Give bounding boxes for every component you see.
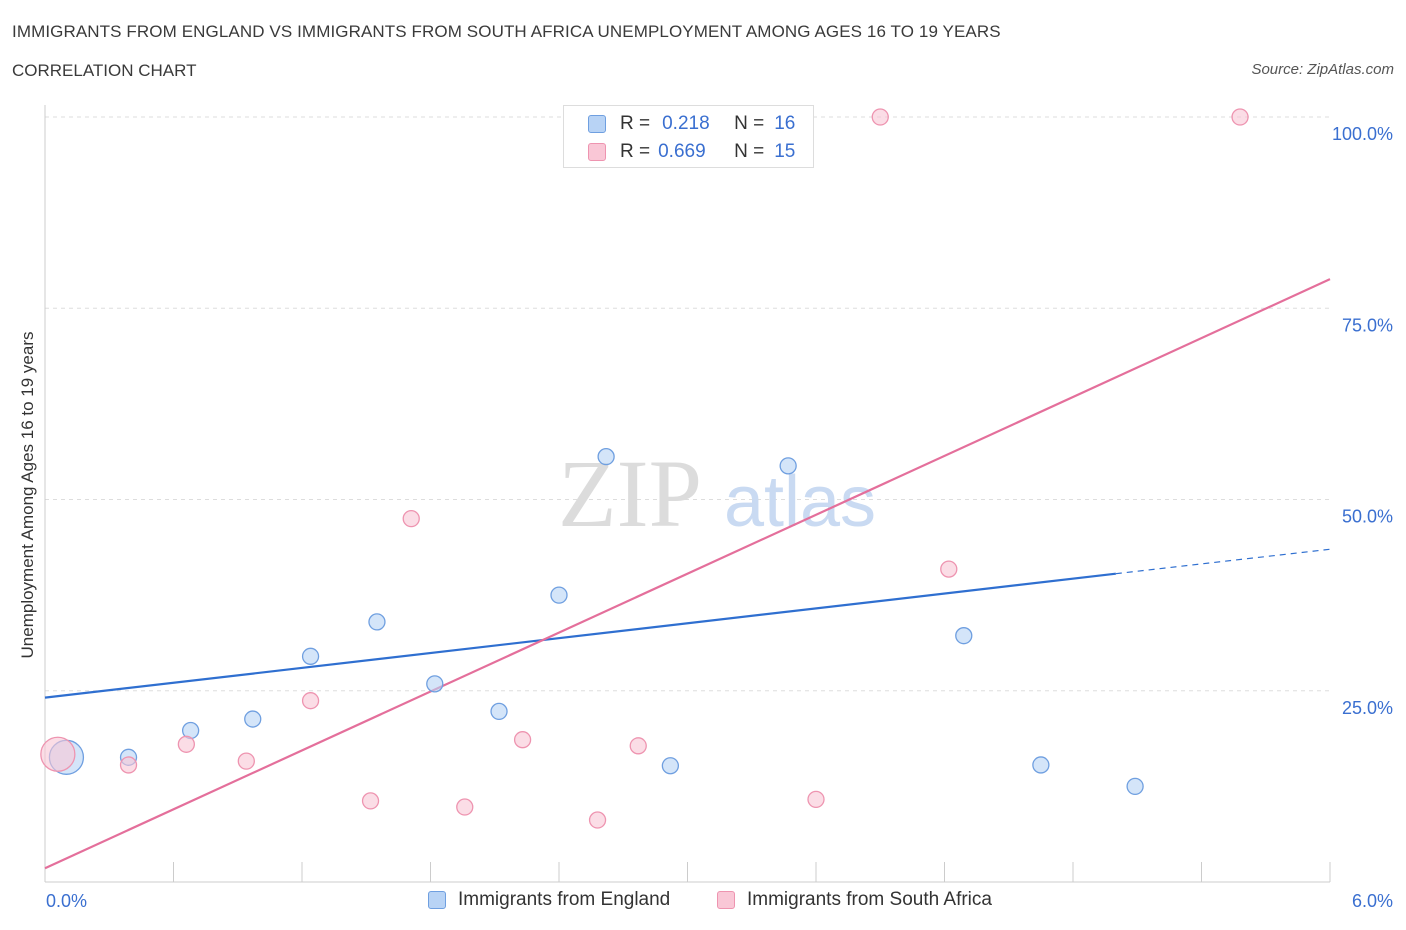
legend-n-value-south-africa: 15	[774, 141, 796, 162]
bottom-legend-south-africa[interactable]: Immigrants from South Africa	[717, 889, 992, 911]
data-point-south-africa	[1231, 108, 1249, 126]
data-point-england	[955, 627, 973, 645]
y-tick-label: 50.0%	[1342, 507, 1393, 527]
legend-r-label: R =	[620, 113, 651, 134]
legend-n-label: N =	[734, 113, 765, 134]
data-point-england	[550, 586, 568, 604]
data-point-england	[490, 702, 508, 721]
legend-r-label: R =	[620, 141, 651, 162]
trend-line-south-africa	[44, 278, 1331, 870]
data-point-south-africa	[119, 756, 138, 774]
stats-legend: R = 0.218 N = 16 R = 0.669 N = 15	[563, 105, 814, 168]
trend-layer	[44, 278, 1331, 870]
legend-swatch-south-africa	[588, 143, 606, 161]
data-point-south-africa	[871, 108, 889, 126]
grid-layer	[45, 116, 1330, 692]
source-label: Source: ZipAtlas.com	[1251, 61, 1394, 78]
bottom-legend-swatch-south-africa	[717, 891, 735, 909]
data-point-south-africa	[456, 798, 474, 816]
legend-r-value-england: 0.218	[662, 113, 710, 134]
legend-row-south-africa: R = 0.669 N = 15	[588, 140, 795, 164]
legend-swatch-england	[588, 115, 606, 133]
trend-line-england	[44, 572, 1116, 699]
data-point-south-africa	[402, 509, 420, 528]
y-tick-label: 75.0%	[1342, 315, 1393, 335]
data-point-south-africa	[237, 752, 255, 770]
trend-line-extension-england	[1115, 548, 1331, 575]
y-tick-labels: 25.0% 50.0% 75.0% 100.0%	[1332, 124, 1393, 718]
data-point-south-africa	[629, 737, 647, 755]
data-point-south-africa	[301, 692, 320, 710]
y-axis-label: Unemployment Among Ages 16 to 19 years	[18, 331, 37, 659]
data-point-england	[597, 448, 615, 466]
data-point-south-africa	[588, 811, 607, 829]
data-point-south-africa	[361, 792, 380, 810]
x-tick-label-min: 0.0%	[46, 891, 88, 911]
data-point-south-africa	[807, 790, 825, 809]
data-point-south-africa	[177, 735, 196, 753]
x-tick-label-max: 6.0%	[1351, 891, 1393, 911]
data-point-england	[779, 457, 797, 475]
data-point-england	[1126, 777, 1144, 796]
y-tick-label: 100.0%	[1332, 124, 1393, 144]
chart-subtitle: CORRELATION CHART	[12, 61, 197, 80]
data-point-england	[426, 675, 444, 693]
y-tick-label: 25.0%	[1342, 698, 1393, 718]
legend-r-value-south-africa: 0.669	[658, 141, 706, 162]
watermark-atlas: atlas	[724, 462, 876, 542]
data-point-south-africa	[940, 560, 958, 578]
bottom-legend-label-england: Immigrants from England	[458, 889, 671, 910]
data-point-england	[368, 613, 386, 631]
data-point-england	[301, 647, 320, 665]
bottom-legend-label-south-africa: Immigrants from South Africa	[747, 889, 992, 910]
chart-title: IMMIGRANTS FROM ENGLAND VS IMMIGRANTS FR…	[12, 22, 1001, 41]
watermark: ZIP atlas	[558, 440, 876, 547]
data-point-england	[244, 710, 262, 728]
watermark-zip: ZIP	[558, 440, 702, 547]
bottom-legend-swatch-england	[428, 891, 446, 909]
data-point-england	[1032, 756, 1050, 774]
points-layer	[40, 108, 1249, 829]
data-point-england	[661, 757, 680, 775]
data-point-south-africa	[513, 731, 532, 749]
legend-n-label: N =	[734, 141, 765, 162]
data-point-south-africa	[40, 736, 76, 772]
legend-n-value-england: 16	[774, 113, 796, 134]
legend-row-england: R = 0.218 N = 16	[588, 112, 795, 136]
bottom-legend-england[interactable]: Immigrants from England	[428, 889, 670, 911]
